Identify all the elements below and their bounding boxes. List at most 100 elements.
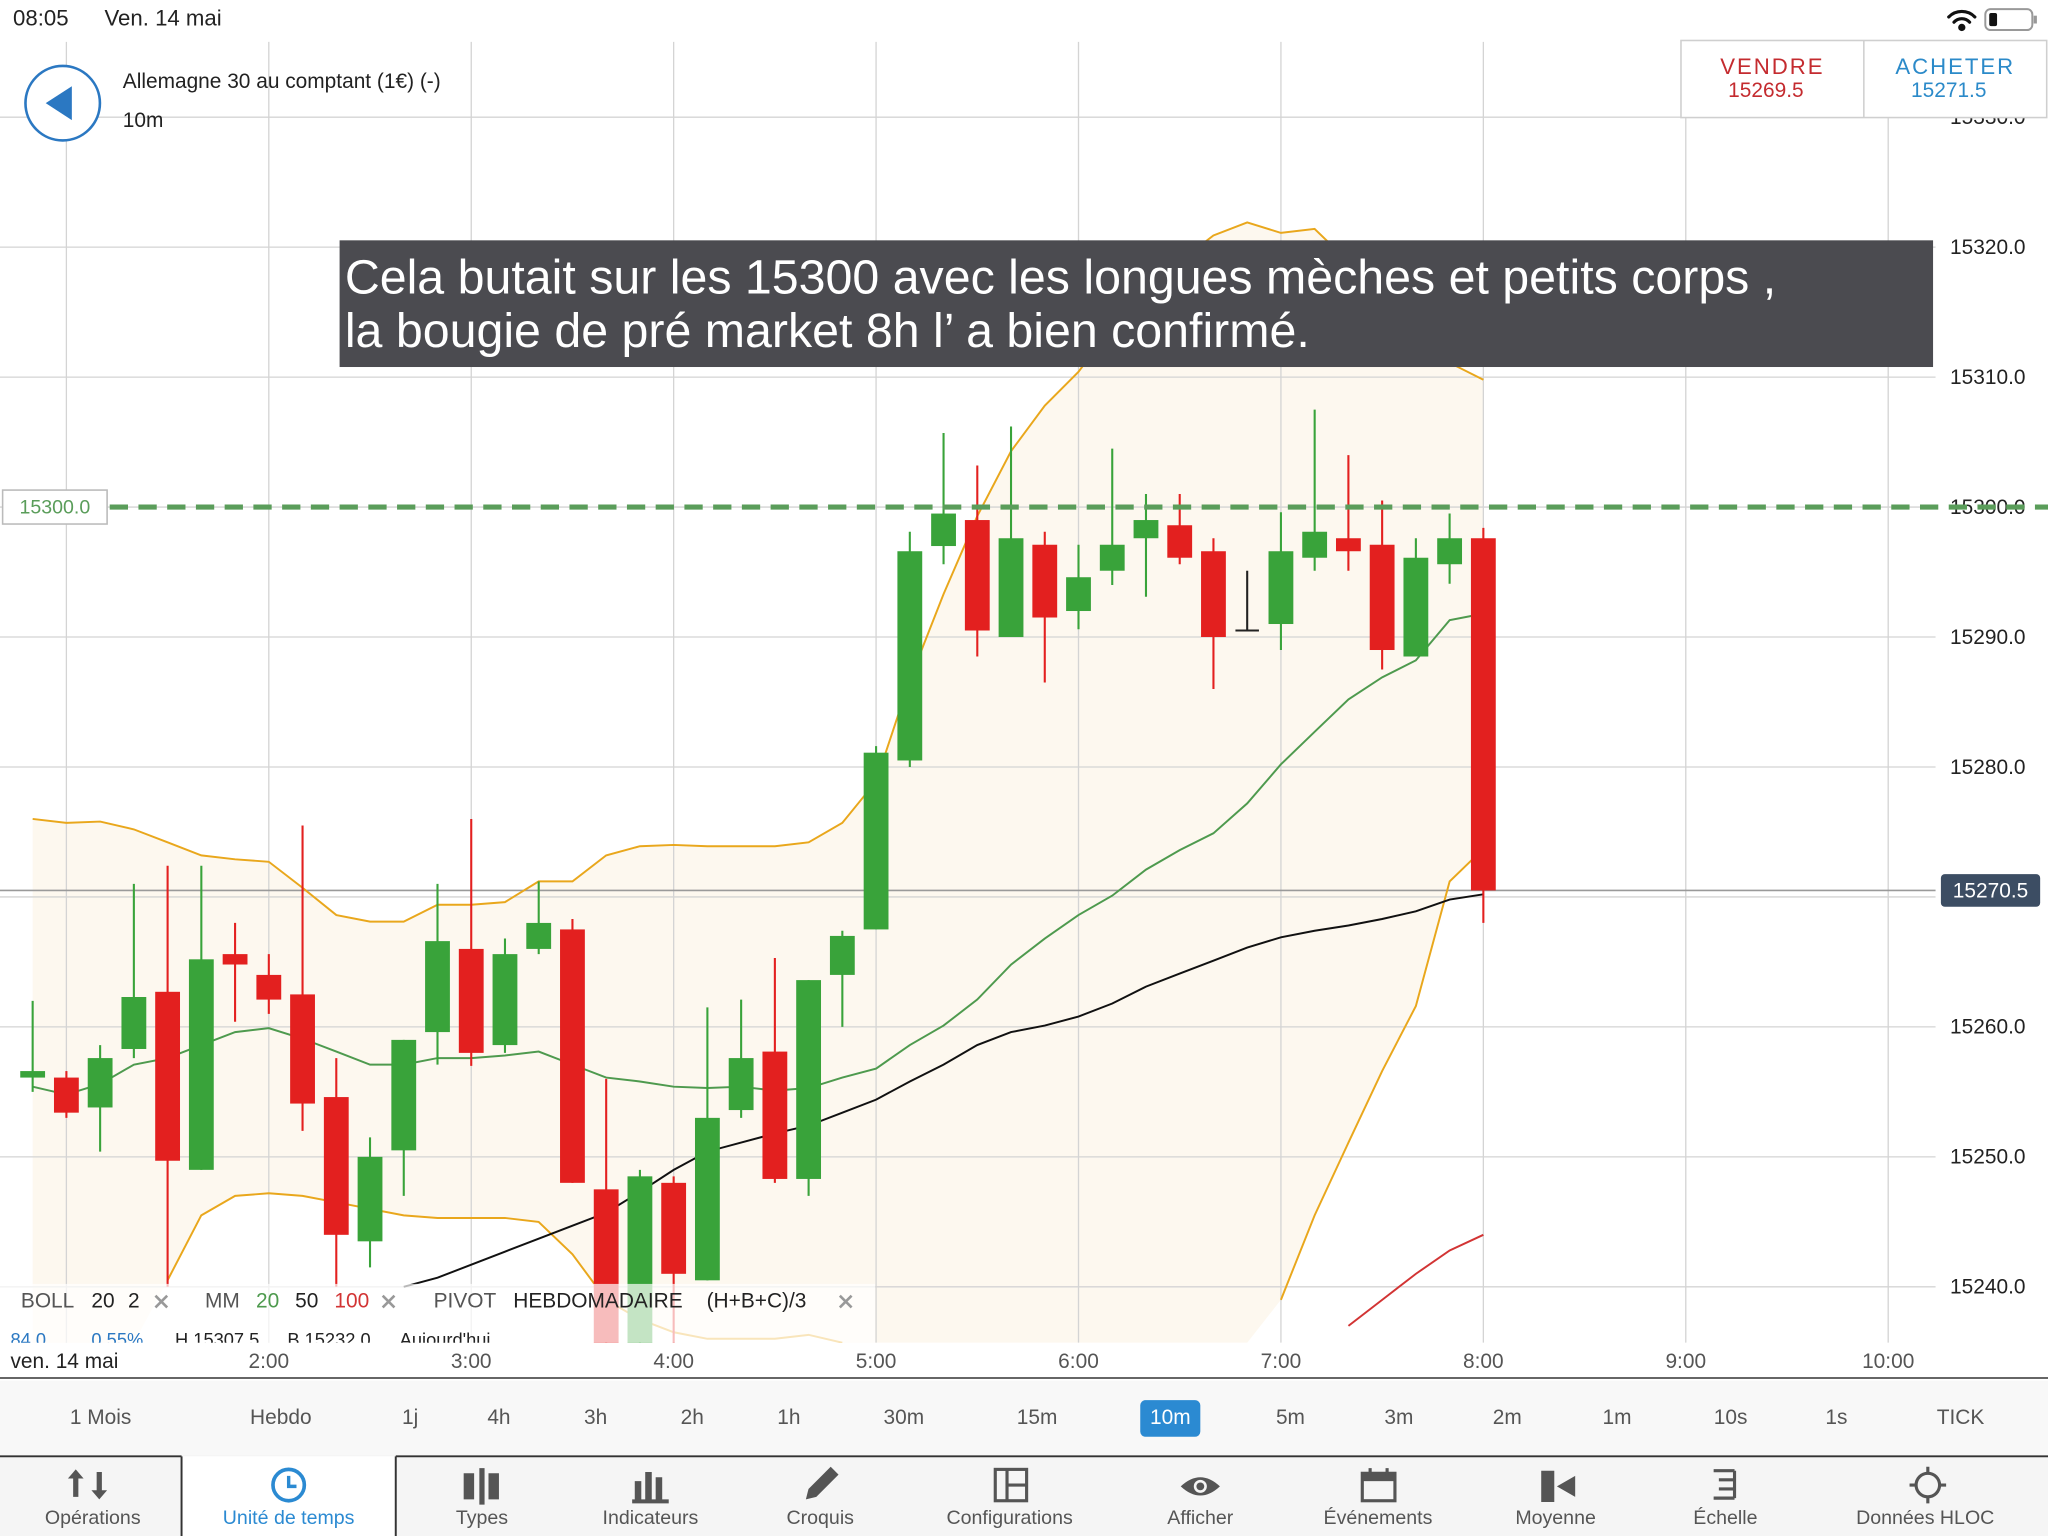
candle-body <box>1437 538 1463 565</box>
timeframe[interactable]: 3h <box>584 1406 607 1429</box>
toolbar-label[interactable]: Configurations <box>947 1507 1073 1529</box>
pivot-value: 84.0 <box>10 1329 46 1350</box>
timeframe[interactable]: 1s <box>1825 1406 1847 1429</box>
battery-icon <box>1984 8 2037 32</box>
indicator-line <box>32 612 1484 1096</box>
x-axis-strip <box>0 1344 2048 1378</box>
back-button[interactable] <box>24 64 102 142</box>
timeframe[interactable]: 4h <box>487 1406 510 1429</box>
legend-text: PIVOT <box>434 1290 497 1313</box>
timeframe-label: 10m <box>123 109 164 132</box>
toolbar-label[interactable]: Événements <box>1324 1506 1433 1529</box>
remove-icon[interactable] <box>154 1294 169 1309</box>
indicator-line <box>32 221 1484 923</box>
remove-icon[interactable] <box>381 1294 396 1309</box>
candle-body <box>1066 577 1091 612</box>
timeframe[interactable]: 15m <box>1017 1406 1058 1429</box>
timeframe-bar: 1 Mois Hebdo 1j 4h 3h 2h 1h 30m 15m 10m … <box>0 1380 2048 1456</box>
timeframe[interactable]: 10s <box>1714 1406 1748 1429</box>
pivot-value: 0.55% <box>91 1329 143 1350</box>
candle-body <box>728 1058 754 1111</box>
remove-icon[interactable] <box>838 1294 853 1309</box>
timeframe[interactable]: 5m <box>1276 1406 1305 1429</box>
sell-button[interactable]: VENDRE 15269.5 <box>1720 54 1824 102</box>
x-tick-label: 10:00 <box>1862 1350 1914 1373</box>
legend-text: HEBDOMADAIRE <box>513 1290 682 1313</box>
y-tick-label: 15240.0 <box>1950 1276 2025 1299</box>
toolbar-label[interactable]: Croquis <box>787 1507 855 1529</box>
timeframe[interactable]: 1 Mois <box>70 1406 131 1429</box>
candle-body <box>1133 520 1159 539</box>
timeframe[interactable]: 2h <box>681 1406 704 1429</box>
timeframe[interactable]: 3m <box>1384 1406 1413 1429</box>
timeframe[interactable]: 1m <box>1602 1406 1631 1429</box>
toolbar-label[interactable]: Unité de temps <box>223 1507 355 1529</box>
annotation: Cela butait sur les 15300 avec les longu… <box>339 240 1934 368</box>
buy-label[interactable]: ACHETER <box>1895 54 2015 79</box>
buy-button[interactable]: ACHETER 15271.5 <box>1895 54 2015 102</box>
candle-body <box>53 1077 79 1113</box>
pivot-value: Aujourd'hui <box>400 1329 491 1350</box>
timeframe[interactable]: 1h <box>777 1406 800 1429</box>
candle-body <box>323 1097 349 1235</box>
legend-text: 2 <box>128 1290 140 1313</box>
toolbar: Opérations Unité de temps Types Indicate… <box>0 1455 2048 1536</box>
candle-body <box>829 935 855 975</box>
average-icon[interactable] <box>1541 1470 1576 1503</box>
candle-body <box>964 520 990 631</box>
legend-text: (H+B+C)/3 <box>707 1290 807 1313</box>
price-level-box <box>1 489 108 525</box>
candle-body <box>1369 544 1395 651</box>
toolbar-label[interactable]: Opérations <box>45 1507 141 1529</box>
buy-price[interactable]: 15271.5 <box>1911 79 1986 102</box>
candle-body <box>155 991 181 1161</box>
candle-body <box>290 994 315 1104</box>
timeframe[interactable]: 1j <box>402 1406 418 1429</box>
toolbar-label[interactable]: Types <box>456 1507 508 1529</box>
types-icon[interactable] <box>463 1468 499 1505</box>
y-tick-label: 15290.0 <box>1950 626 2025 649</box>
candle-body <box>1201 551 1226 638</box>
candle-body <box>256 974 282 1000</box>
legend-text: 20 <box>256 1290 279 1313</box>
timeframe[interactable]: 10m <box>1150 1406 1191 1429</box>
hloc-icon[interactable] <box>1909 1466 1947 1504</box>
legend-text: BOLL <box>21 1290 74 1313</box>
show-icon[interactable] <box>1180 1477 1220 1496</box>
candle-body <box>560 929 585 1183</box>
toolbar-label[interactable]: Indicateurs <box>603 1507 699 1529</box>
y-tick-label: 15250.0 <box>1950 1146 2025 1169</box>
date-label: ven. 14 mai <box>10 1350 118 1373</box>
candle-body <box>1470 538 1496 891</box>
timeframe[interactable]: 30m <box>884 1406 925 1429</box>
sketch-icon[interactable] <box>805 1466 839 1500</box>
operations-icon[interactable] <box>67 1469 108 1500</box>
y-tick-label: 15320.0 <box>1950 236 2025 259</box>
toolbar-label[interactable]: Échelle <box>1693 1506 1757 1529</box>
y-tick-label: 15310.0 <box>1950 366 2025 389</box>
timeframe[interactable]: Hebdo <box>250 1406 312 1429</box>
candle-body <box>1335 538 1361 552</box>
price-level-label: 15300.0 <box>19 497 90 519</box>
toolbar-label[interactable]: Moyenne <box>1515 1507 1596 1529</box>
toolbar-label[interactable]: Afficher <box>1167 1507 1233 1529</box>
y-tick-label: 15260.0 <box>1950 1016 2025 1039</box>
events-icon[interactable] <box>1360 1468 1397 1503</box>
configurations-icon[interactable] <box>993 1467 1029 1503</box>
timeframe[interactable]: 2m <box>1493 1406 1522 1429</box>
pivot-value: H 15307.5 <box>175 1329 259 1350</box>
wifi-icon <box>1947 9 1977 32</box>
time-icon[interactable] <box>271 1467 307 1503</box>
indicator-legend: BOLL 20 2 MM 20 50 100 PIVOT HEBDOMADAIR… <box>0 1283 876 1350</box>
candle-body <box>425 941 450 1033</box>
timeframe[interactable]: TICK <box>1937 1406 1985 1429</box>
annotation-line: Cela butait sur les 15300 avec les longu… <box>345 251 1776 305</box>
x-tick-label: 2:00 <box>248 1350 289 1373</box>
sell-label[interactable]: VENDRE <box>1720 54 1824 79</box>
sell-price[interactable]: 15269.5 <box>1728 79 1803 102</box>
toolbar-label[interactable]: Données HLOC <box>1856 1507 1994 1529</box>
scale-icon[interactable] <box>1713 1469 1737 1500</box>
candle-body <box>1032 544 1058 618</box>
